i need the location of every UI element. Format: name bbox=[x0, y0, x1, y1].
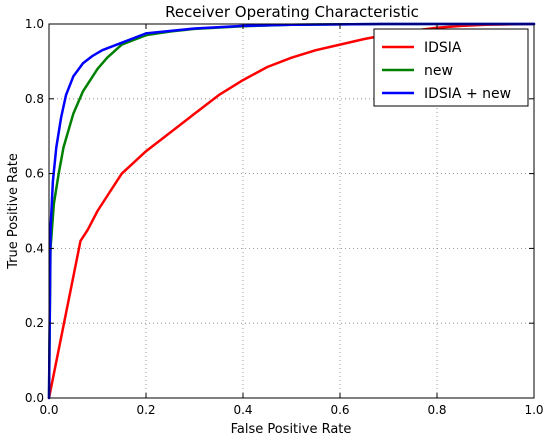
x-tick-label: 0.2 bbox=[136, 403, 155, 417]
legend-label: IDSIA bbox=[424, 40, 462, 56]
y-tick-label: 0.8 bbox=[25, 92, 44, 106]
y-tick-label: 1.0 bbox=[25, 17, 44, 31]
legend: IDSIA new IDSIA + new bbox=[373, 28, 529, 107]
y-tick-label: 0.4 bbox=[25, 241, 44, 255]
legend-label: new bbox=[424, 63, 453, 79]
chart-title: Receiver Operating Characteristic bbox=[165, 3, 419, 21]
legend-label: IDSIA + new bbox=[424, 86, 511, 102]
x-tick-label: 0.0 bbox=[39, 403, 58, 417]
x-axis-title: False Positive Rate bbox=[231, 422, 352, 437]
y-tick-label: 0.2 bbox=[25, 316, 44, 330]
y-tick-label: 0.0 bbox=[25, 391, 44, 405]
plot-frame bbox=[48, 23, 535, 399]
x-tick-label: 0.6 bbox=[330, 403, 349, 417]
x-tick-label: 1.0 bbox=[524, 403, 543, 417]
x-tick-label: 0.4 bbox=[233, 403, 252, 417]
x-tick-label: 0.8 bbox=[427, 403, 446, 417]
y-tick-label: 0.6 bbox=[25, 167, 44, 181]
series-line-3 bbox=[47, 22, 536, 400]
y-axis-title: True Positive Rate bbox=[6, 153, 21, 270]
ticks: 0.0 0.2 0.4 0.6 0.8 1.0 0.0 0.2 0.4 0.6 0.8 1.0 bbox=[25, 17, 544, 417]
